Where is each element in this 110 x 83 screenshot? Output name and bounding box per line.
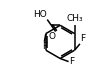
Text: O: O <box>48 32 55 41</box>
Text: F: F <box>42 42 47 51</box>
Text: CH₃: CH₃ <box>66 14 83 23</box>
Text: HO: HO <box>33 10 47 19</box>
Text: F: F <box>81 34 86 43</box>
Text: F: F <box>69 57 74 66</box>
